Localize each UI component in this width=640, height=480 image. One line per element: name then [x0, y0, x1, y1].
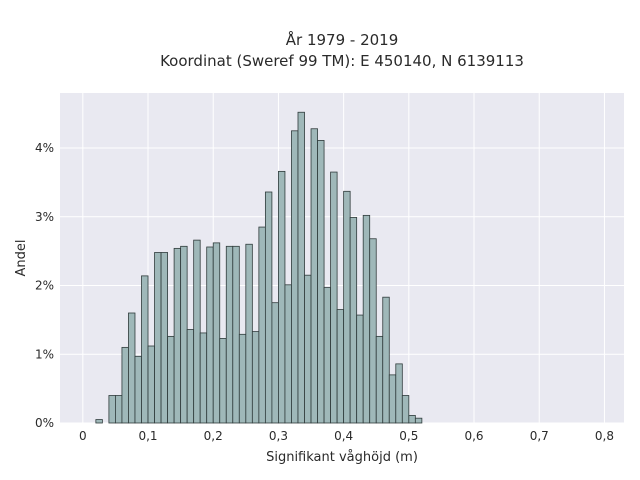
histogram-bar — [134, 355, 142, 424]
y-tick-label: 3% — [35, 210, 54, 224]
y-tick-label: 4% — [35, 141, 54, 155]
histogram-bar — [382, 296, 390, 424]
x-tick-label: 0,6 — [464, 429, 483, 443]
histogram-bar — [186, 329, 195, 424]
x-axis-title: Signifikant våghöjd (m) — [266, 450, 418, 465]
histogram-bar — [219, 338, 227, 424]
histogram-bar — [193, 239, 201, 424]
histogram-bar — [251, 331, 260, 424]
histogram-bar — [356, 314, 364, 424]
x-tick-label: 0,1 — [138, 429, 157, 443]
histogram-bar — [108, 395, 116, 424]
histogram-bar — [323, 287, 331, 424]
histogram-bar — [258, 226, 266, 424]
histogram-bar — [154, 252, 162, 424]
x-tick-label: 0,8 — [595, 429, 614, 443]
y-axis-ticks: 0% 1% 2% 3% 4% — [35, 141, 54, 430]
histogram-bar — [232, 245, 240, 424]
histogram-bar — [330, 171, 338, 424]
histogram-bar — [264, 191, 273, 424]
histogram-bar — [212, 242, 221, 424]
histogram-bar — [375, 335, 384, 424]
histogram-bar — [160, 252, 168, 424]
x-tick-label: 0,2 — [204, 429, 223, 443]
histogram-bar — [199, 332, 208, 424]
chart-title-line1: År 1979 - 2019 — [286, 30, 399, 49]
histogram-bar — [141, 275, 149, 424]
histogram-bar — [408, 415, 416, 424]
histogram-bar — [395, 363, 403, 424]
histogram-bar — [180, 245, 188, 424]
histogram-bar — [128, 312, 136, 424]
histogram-bar — [297, 111, 305, 424]
histogram-bar — [206, 246, 214, 424]
x-tick-label: 0,7 — [530, 429, 549, 443]
histogram-bar — [336, 309, 345, 424]
y-tick-label: 1% — [35, 347, 54, 361]
histogram-bar — [401, 395, 410, 424]
histogram-bar — [369, 238, 377, 424]
histogram-bar — [414, 417, 423, 424]
x-tick-label: 0,5 — [399, 429, 418, 443]
chart-title-line2: Koordinat (Sweref 99 TM): E 450140, N 61… — [160, 52, 524, 70]
histogram-bar — [304, 274, 312, 424]
histogram-bar — [343, 190, 351, 424]
x-tick-label: 0,3 — [269, 429, 288, 443]
histogram-bar — [245, 243, 253, 424]
histogram-bar — [362, 214, 371, 424]
x-axis-ticks: 0 0,1 0,2 0,3 0,4 0,5 0,6 0,7 0,8 — [79, 429, 614, 443]
histogram-bar — [238, 333, 247, 424]
histogram-bar — [225, 245, 234, 424]
histogram-bar — [310, 128, 318, 424]
histogram-bar — [173, 247, 182, 424]
x-tick-label: 0,4 — [334, 429, 353, 443]
histogram-bar — [167, 335, 175, 424]
histogram-bar — [115, 395, 123, 424]
histogram-bar — [121, 346, 129, 424]
histogram-bar — [271, 302, 279, 424]
y-tick-label: 0% — [35, 416, 54, 430]
y-axis-title: Andel — [14, 240, 29, 277]
y-tick-label: 2% — [35, 279, 54, 293]
histogram-bar — [388, 374, 397, 424]
histogram-bar — [147, 345, 155, 424]
x-tick-label: 0 — [79, 429, 87, 443]
histogram-bar — [349, 217, 358, 424]
histogram-bar — [291, 130, 299, 424]
histogram-bar — [278, 170, 286, 424]
histogram-bar — [284, 284, 292, 424]
histogram-bar — [317, 140, 325, 424]
histogram-bar — [95, 419, 103, 424]
bars — [95, 111, 423, 424]
